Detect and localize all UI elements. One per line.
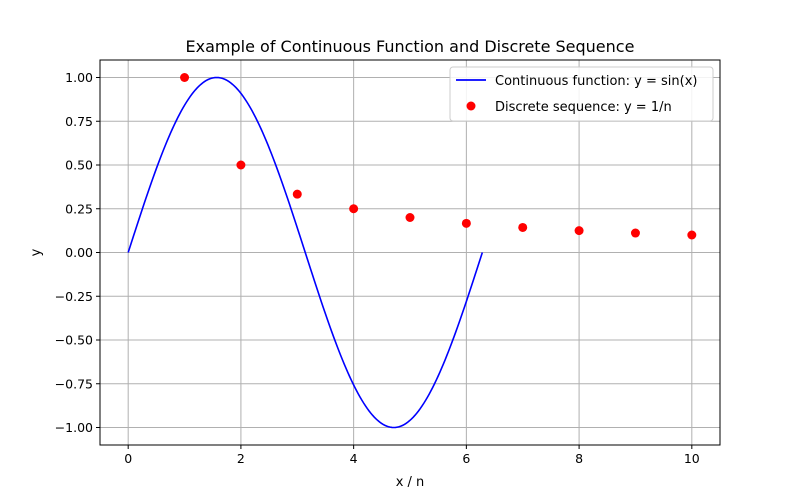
plot-area (127, 73, 697, 429)
legend-label-sine: Continuous function: y = sin(x) (495, 74, 697, 89)
y-tick-label: −0.75 (55, 376, 93, 391)
sequence-point (405, 213, 415, 222)
sequence-point (461, 218, 471, 228)
x-tick-label: 4 (350, 451, 358, 466)
x-tick-label: 0 (124, 451, 132, 466)
x-tick-label: 10 (684, 451, 700, 466)
legend-label-sequence: Discrete sequence: y = 1/n (495, 100, 672, 115)
x-axis-ticks: 0 2 4 6 8 10 (124, 445, 700, 466)
sequence-point (687, 230, 697, 240)
y-tick-label: 0.75 (65, 114, 93, 129)
y-axis-ticks: −1.00 −0.75 −0.50 −0.25 0.00 0.25 0.50 0.75 1.00 (55, 70, 100, 435)
y-tick-label: 0.50 (65, 158, 93, 173)
y-tick-label: −0.50 (55, 333, 93, 348)
sequence-point (292, 189, 302, 199)
sine-curve (127, 76, 484, 429)
y-tick-label: 1.00 (65, 70, 93, 85)
y-tick-label: 0.00 (65, 245, 93, 260)
x-tick-label: 6 (462, 451, 470, 466)
sequence-point (236, 160, 246, 170)
y-axis-label: y (29, 248, 44, 256)
x-tick-label: 2 (237, 451, 245, 466)
legend-marker-swatch (466, 101, 476, 111)
sequence-point (574, 226, 584, 236)
sequence-point (518, 222, 528, 232)
legend-box (449, 66, 714, 122)
x-tick-label: 8 (575, 451, 583, 466)
y-tick-label: −1.00 (55, 420, 93, 435)
sequence-point (630, 228, 640, 238)
sequence-point (349, 204, 359, 214)
y-tick-label: −0.25 (55, 289, 93, 304)
y-tick-label: 0.25 (65, 201, 93, 216)
chart-title: Example of Continuous Function and Discr… (186, 37, 635, 56)
sequence-point (180, 73, 190, 82)
x-axis-label: x / n (396, 475, 425, 490)
legend: Continuous function: y = sin(x) Discrete… (449, 66, 714, 122)
